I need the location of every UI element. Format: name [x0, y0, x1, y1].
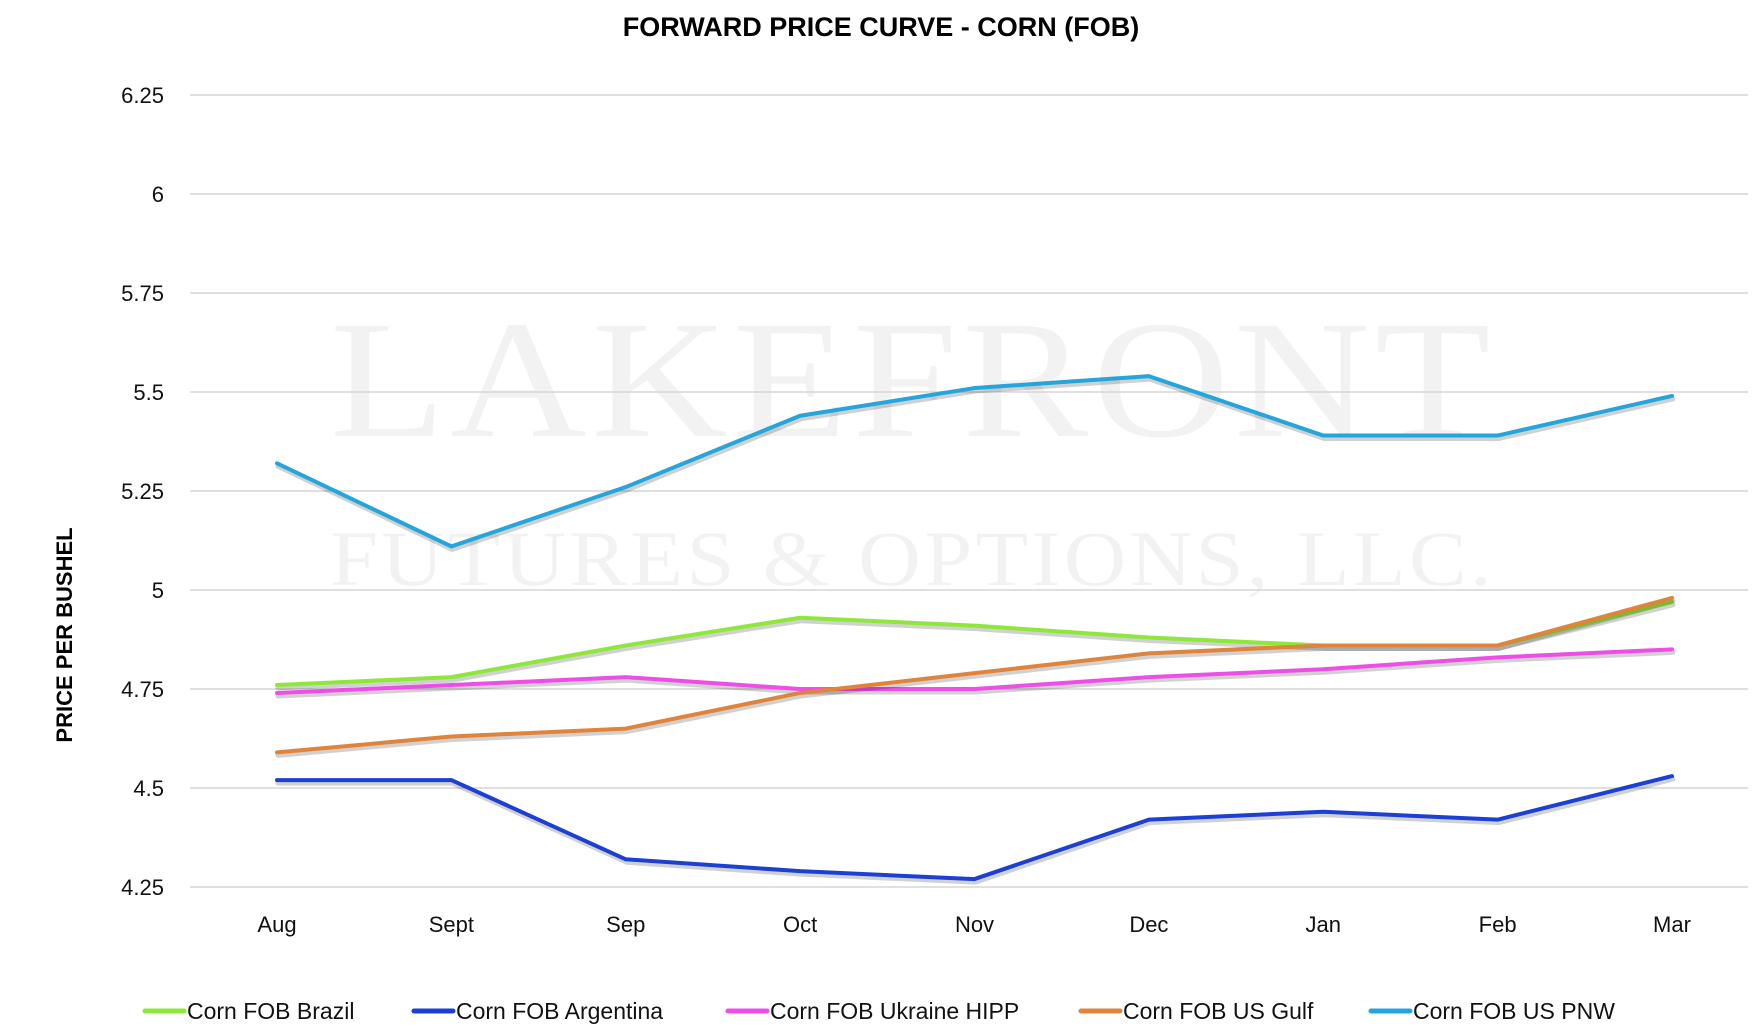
legend: Corn FOB Brazil Corn FOB Argentina Corn FO…: [142, 998, 1615, 1024]
y-axis-ticks: 6.25 6 5.75 5.5 5.25 5 4.75 4.5 4.25: [121, 83, 164, 900]
x-axis-ticks: Aug Sept Sep Oct Nov Dec Jan Feb Mar: [257, 912, 1691, 937]
y-tick-label: 4.5: [133, 776, 164, 801]
series-shadow-corn-fob-us-pnw: [275, 376, 1676, 552]
series-shadow-corn-fob-us-gulf: [275, 598, 1676, 758]
y-axis-title: PRICE PER BUSHEL: [52, 527, 77, 742]
series-shadow-corn-fob-brazil: [275, 602, 1676, 691]
legend-label: Corn FOB Argentina: [456, 998, 663, 1024]
y-tick-label: 4.75: [121, 677, 164, 702]
series-line-corn-fob-argentina: [275, 774, 1674, 882]
series-shadow-corn-fob-ukraine-hipp: [275, 649, 1676, 699]
y-tick-label: 4.25: [121, 875, 164, 900]
y-tick-label: 6.25: [121, 83, 164, 108]
legend-item-corn-fob-us-pnw: Corn FOB US PNW: [1368, 998, 1615, 1024]
watermark-logo: LAKEFRONT FUTURES & OPTIONS, LLC.: [330, 287, 1495, 602]
y-tick-label: 6: [152, 182, 164, 207]
watermark-line-2: FUTURES & OPTIONS, LLC.: [330, 515, 1495, 602]
chart-title: FORWARD PRICE CURVE - CORN (FOB): [623, 12, 1140, 42]
legend-item-corn-fob-ukraine-hipp: Corn FOB Ukraine HIPP: [725, 998, 1019, 1024]
legend-label: Corn FOB Ukraine HIPP: [770, 998, 1019, 1024]
watermark-line-1: LAKEFRONT: [330, 287, 1495, 473]
y-tick-label: 5.25: [121, 479, 164, 504]
legend-label: Corn FOB US Gulf: [1123, 998, 1314, 1024]
gridlines: [190, 94, 1748, 888]
x-tick-label: Sept: [429, 912, 474, 937]
x-tick-label: Sep: [606, 912, 645, 937]
x-tick-label: Mar: [1653, 912, 1691, 937]
legend-item-corn-fob-brazil: Corn FOB Brazil: [142, 998, 354, 1024]
y-tick-label: 5.75: [121, 281, 164, 306]
x-tick-label: Aug: [257, 912, 296, 937]
series-shadow-corn-fob-argentina: [275, 776, 1676, 885]
x-tick-label: Jan: [1306, 912, 1341, 937]
legend-label: Corn FOB US PNW: [1413, 998, 1615, 1024]
legend-item-corn-fob-us-gulf: Corn FOB US Gulf: [1078, 998, 1314, 1024]
y-tick-label: 5: [152, 578, 164, 603]
x-tick-label: Oct: [783, 912, 817, 937]
legend-item-corn-fob-argentina: Corn FOB Argentina: [411, 998, 663, 1024]
x-tick-label: Nov: [955, 912, 994, 937]
legend-label: Corn FOB Brazil: [187, 998, 354, 1024]
series-lines: [275, 374, 1676, 885]
x-tick-label: Dec: [1129, 912, 1168, 937]
x-tick-label: Feb: [1479, 912, 1517, 937]
y-tick-label: 5.5: [133, 380, 164, 405]
